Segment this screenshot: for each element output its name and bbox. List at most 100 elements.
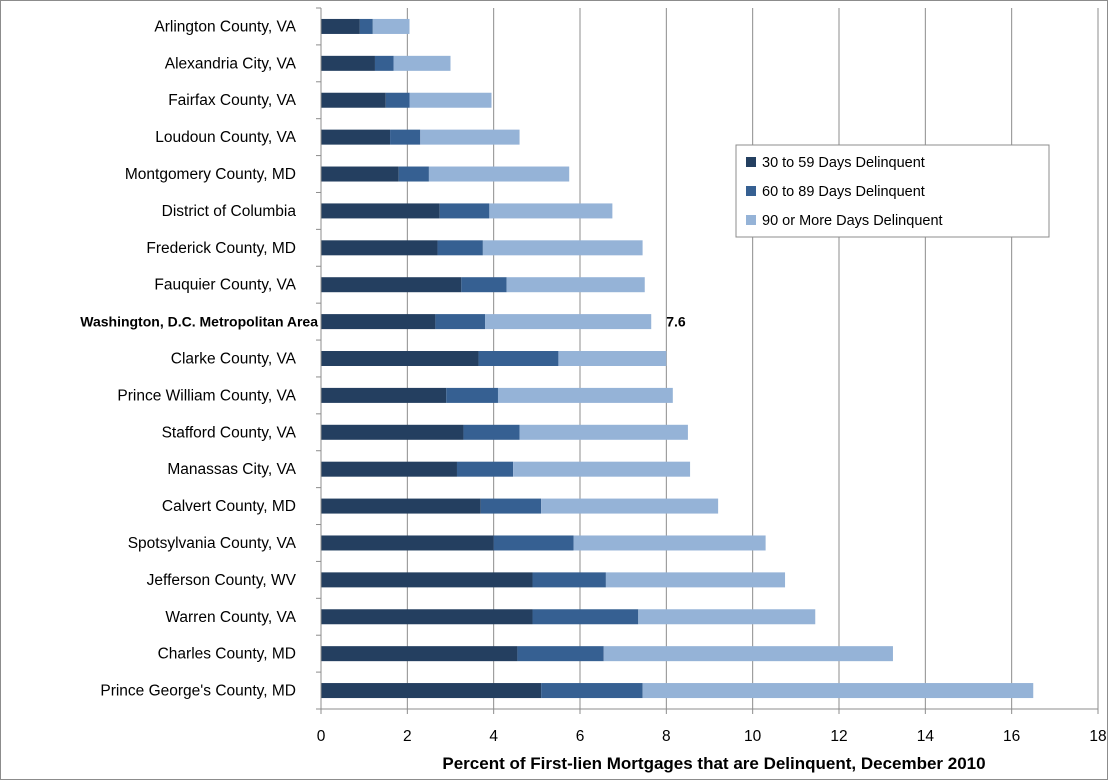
bar-montgomery-county-md-series-2 [398,166,429,182]
x-tick-label-2: 2 [403,728,412,745]
category-label-fairfax-county-va: Fairfax County, VA [168,92,296,109]
legend: 30 to 59 Days Delinquent 60 to 89 Days De… [735,144,1050,238]
bar-arlington-county-va-series-2 [359,18,373,34]
bar-stafford-county-va-series-3 [519,424,688,440]
x-tick-label-8: 8 [662,728,671,745]
bar-jefferson-county-wv-series-3 [605,572,786,588]
bar-stafford-county-va-series-1 [321,424,464,440]
x-tick-label-6: 6 [576,728,585,745]
category-label-charles-county-md: Charles County, MD [158,646,296,663]
x-tick-label-4: 4 [489,728,498,745]
category-label-warren-county-va: Warren County, VA [165,609,296,626]
category-label-prince-george-s-county-md: Prince George's County, MD [100,683,296,700]
annotation-label: 7.6 [666,314,686,330]
bar-calvert-county-md-series-1 [321,498,481,514]
bar-loudoun-county-va-series-2 [390,129,421,145]
bar-clarke-county-va-series-3 [558,351,667,366]
bar-prince-george-s-county-md-series-3 [642,683,1034,699]
bar-prince-william-county-va-series-1 [321,387,447,403]
x-tick-label-10: 10 [744,728,762,745]
x-tick-label-18: 18 [1089,728,1106,745]
bar-fairfax-county-va-series-3 [409,92,492,108]
bar-frederick-county-md-series-1 [321,240,438,256]
category-label-loudoun-county-va: Loudoun County, VA [155,129,296,146]
bar-charles-county-md-series-2 [517,646,604,662]
bar-district-of-columbia-series-2 [439,203,490,219]
bar-warren-county-va-series-1 [321,609,533,625]
bar-fairfax-county-va-series-1 [321,92,386,108]
category-label-calvert-county-md: Calvert County, MD [162,498,296,515]
bar-prince-george-s-county-md-series-2 [541,683,643,699]
bar-charles-county-md-series-1 [321,646,518,662]
bar-montgomery-county-md-series-1 [321,166,399,182]
bar-spotsylvania-county-va-series-1 [321,535,494,551]
bar-fauquier-county-va-series-1 [321,277,462,293]
x-tick-label-16: 16 [1003,728,1020,745]
category-label-washington-d-c-metropolitan-area: Washington, D.C. Metropolitan Area [80,314,318,330]
bar-calvert-county-md-series-3 [541,498,719,514]
bar-arlington-county-va-series-1 [321,18,360,34]
bar-jefferson-county-wv-series-2 [532,572,606,588]
category-label-stafford-county-va: Stafford County, VA [162,424,297,441]
bar-prince-william-county-va-series-2 [446,387,498,403]
category-label-frederick-county-md: Frederick County, MD [146,240,296,257]
category-label-spotsylvania-county-va: Spotsylvania County, VA [128,535,297,552]
x-axis-title: Percent of First-lien Mortgages that are… [442,754,985,773]
category-label-montgomery-county-md: Montgomery County, MD [125,166,296,183]
bar-loudoun-county-va-series-3 [420,129,520,145]
x-tick-labels: 0 2 4 6 8 10 12 14 16 18 [317,728,1107,745]
axes [316,7,1099,714]
bar-prince-william-county-va-series-3 [497,387,673,403]
legend-label-3: 90 or More Days Delinquent [762,213,943,229]
bar-clarke-county-va-series-2 [478,351,559,366]
bar-district-of-columbia-series-3 [489,203,613,219]
bars [321,18,1034,699]
legend-label-2: 60 to 89 Days Delinquent [762,184,925,200]
bar-frederick-county-md-series-2 [437,240,483,256]
bar-manassas-city-va-series-1 [321,461,457,477]
bar-frederick-county-md-series-3 [482,240,643,256]
bar-manassas-city-va-series-2 [456,461,514,477]
bar-washington-d-c-metropolitan-area-series-3 [485,314,652,330]
category-label-prince-william-county-va: Prince William County, VA [117,387,296,404]
bar-jefferson-county-wv-series-1 [321,572,533,588]
bar-washington-d-c-metropolitan-area-series-2 [435,314,486,330]
bar-alexandria-city-va-series-1 [321,55,375,71]
category-label-district-of-columbia: District of Columbia [162,203,297,220]
legend-swatch-3 [746,215,756,225]
category-labels: Arlington County, VA Alexandria City, VA F… [80,18,318,699]
x-tick-label-0: 0 [317,728,326,745]
bar-warren-county-va-series-2 [532,609,639,625]
category-label-jefferson-county-wv: Jefferson County, WV [147,572,297,589]
bar-stafford-county-va-series-2 [463,424,520,440]
bar-washington-d-c-metropolitan-area-series-1 [321,314,436,330]
bar-warren-county-va-series-3 [638,609,816,625]
bar-spotsylvania-county-va-series-2 [493,535,574,551]
bar-arlington-county-va-series-3 [372,18,410,34]
legend-label-1: 30 to 59 Days Delinquent [762,155,925,171]
bar-alexandria-city-va-series-3 [393,55,451,71]
bar-manassas-city-va-series-3 [513,461,691,477]
category-label-clarke-county-va: Clarke County, VA [171,351,297,368]
bar-district-of-columbia-series-1 [321,203,440,219]
legend-swatch-1 [746,157,756,167]
x-tick-label-14: 14 [917,728,935,745]
bar-alexandria-city-va-series-2 [374,55,394,71]
category-label-manassas-city-va: Manassas City, VA [167,461,296,478]
category-label-arlington-county-va: Arlington County, VA [154,18,296,35]
category-label-alexandria-city-va: Alexandria City, VA [165,55,297,72]
bar-prince-george-s-county-md-series-1 [321,683,542,699]
bar-fauquier-county-va-series-3 [506,277,645,293]
gridlines [406,8,1099,709]
bar-spotsylvania-county-va-series-3 [573,535,766,551]
bar-loudoun-county-va-series-1 [321,129,391,145]
bar-montgomery-county-md-series-3 [428,166,570,182]
bar-charles-county-md-series-3 [603,646,893,662]
bar-fauquier-county-va-series-2 [461,277,507,293]
legend-box [735,144,1050,238]
bar-fairfax-county-va-series-2 [385,92,410,108]
annotations: 7.6 [666,314,686,330]
bar-calvert-county-md-series-2 [480,498,542,514]
